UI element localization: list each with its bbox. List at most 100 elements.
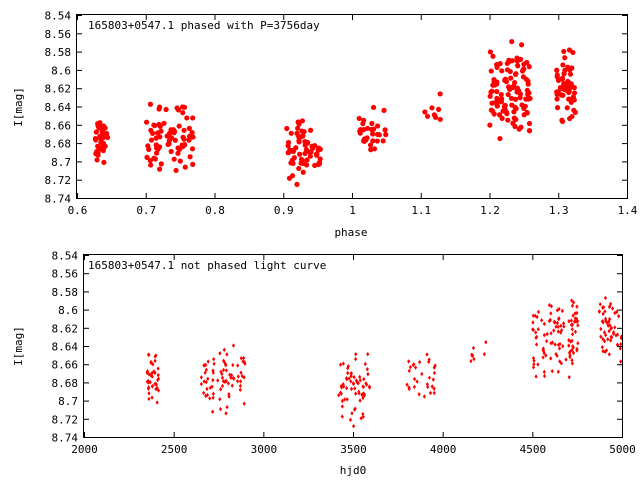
unphased-data-point <box>415 379 419 384</box>
unphased-data-point <box>211 409 215 414</box>
phased-data-point <box>286 175 293 181</box>
phased-data-point <box>509 39 515 45</box>
phased-data-point <box>97 120 103 126</box>
unphased-data-point <box>218 397 222 402</box>
phased-data-point <box>506 57 512 64</box>
phased-points <box>92 39 578 187</box>
unphased-data-point <box>405 382 409 387</box>
unphased-data-point <box>558 359 562 364</box>
unphased-data-point <box>571 300 576 305</box>
unphased-data-point <box>344 376 349 381</box>
phased-data-point <box>559 118 566 125</box>
phased-data-point <box>104 134 111 140</box>
unphased-data-point <box>151 362 155 367</box>
unphased-data-point <box>531 320 535 325</box>
phased-data-point <box>100 123 107 129</box>
unphased-data-point <box>145 370 149 375</box>
unphased-data-point <box>349 379 353 384</box>
unphased-y-tick-label: 8.66 <box>52 359 79 372</box>
phased-data-point <box>168 135 175 141</box>
unphased-data-point <box>149 359 153 365</box>
unphased-data-point <box>349 373 353 379</box>
phased-data-point <box>432 114 439 120</box>
unphased-data-point <box>422 394 426 399</box>
unphased-data-point <box>431 377 435 382</box>
unphased-data-point <box>432 386 436 391</box>
phased-data-point <box>518 124 524 130</box>
unphased-data-point <box>612 330 616 335</box>
phased-data-point <box>317 146 323 152</box>
phased-data-point <box>494 79 500 85</box>
unphased-data-point <box>366 351 370 357</box>
unphased-data-point <box>619 334 623 339</box>
unphased-data-point <box>339 383 343 389</box>
unphased-data-point <box>219 387 223 392</box>
unphased-data-point <box>361 414 365 420</box>
unphased-data-point <box>352 374 356 380</box>
phased-data-point <box>94 157 100 163</box>
phased-x-tick-label: 1.3 <box>549 204 569 217</box>
phased-data-point <box>180 110 186 116</box>
unphased-data-point <box>576 340 580 346</box>
phased-data-point <box>175 150 181 156</box>
unphased-data-point <box>426 384 430 390</box>
phased-data-point <box>490 53 496 59</box>
unphased-data-point <box>567 338 571 343</box>
phased-data-point <box>487 93 493 99</box>
phased-data-point <box>383 132 389 138</box>
unphased-data-point <box>156 376 161 381</box>
unphased-data-point <box>147 391 151 396</box>
unphased-data-point <box>337 393 341 398</box>
phased-data-point <box>99 140 105 146</box>
phased-data-point <box>487 49 493 55</box>
unphased-data-point <box>150 370 154 376</box>
phased-data-point <box>374 123 381 129</box>
phased-data-point <box>370 131 376 137</box>
unphased-data-point <box>570 361 575 366</box>
unphased-data-point <box>618 346 622 351</box>
phased-data-point <box>367 142 374 148</box>
unphased-data-point <box>604 316 608 322</box>
unphased-data-point <box>242 355 246 361</box>
phased-data-point <box>521 66 527 72</box>
unphased-data-point <box>534 335 538 340</box>
unphased-data-point <box>208 396 212 401</box>
phased-data-point <box>422 109 428 115</box>
phased-x-tick-label: 0.8 <box>205 204 225 217</box>
phased-y-tick-label: 8.7 <box>51 156 71 169</box>
unphased-data-point <box>575 348 579 353</box>
phased-data-point <box>307 127 314 133</box>
unphased-data-point <box>339 391 343 396</box>
unphased-data-point <box>338 362 343 367</box>
phased-data-point <box>494 103 500 109</box>
phased-data-point <box>301 129 307 135</box>
unphased-data-point <box>549 331 553 336</box>
unphased-data-point <box>541 355 545 360</box>
phased-data-point <box>382 127 388 133</box>
unphased-data-point <box>599 326 603 332</box>
unphased-data-point <box>362 392 367 397</box>
unphased-data-point <box>613 310 617 316</box>
phased-data-point <box>506 84 512 90</box>
phased-data-point <box>189 133 195 140</box>
unphased-y-tick-label: 8.54 <box>52 250 79 263</box>
unphased-data-point <box>203 370 207 376</box>
phased-data-point <box>512 80 518 86</box>
unphased-data-point <box>571 350 576 356</box>
phased-x-tick-label: 0.9 <box>274 204 294 217</box>
unphased-data-point <box>603 295 608 301</box>
phased-data-point <box>181 104 188 110</box>
unphased-data-point <box>204 367 208 373</box>
phased-data-point <box>357 130 363 136</box>
phased-data-point <box>92 135 98 142</box>
unphased-data-point <box>536 309 541 315</box>
unphased-data-point <box>202 363 206 368</box>
unphased-data-point <box>549 304 554 309</box>
unphased-data-point <box>549 356 553 361</box>
phased-data-point <box>288 130 294 136</box>
phased-data-point <box>502 76 509 82</box>
phased-data-point <box>316 161 322 167</box>
unphased-data-point <box>532 358 536 363</box>
unphased-data-point <box>240 373 244 379</box>
unphased-data-point <box>542 332 546 338</box>
